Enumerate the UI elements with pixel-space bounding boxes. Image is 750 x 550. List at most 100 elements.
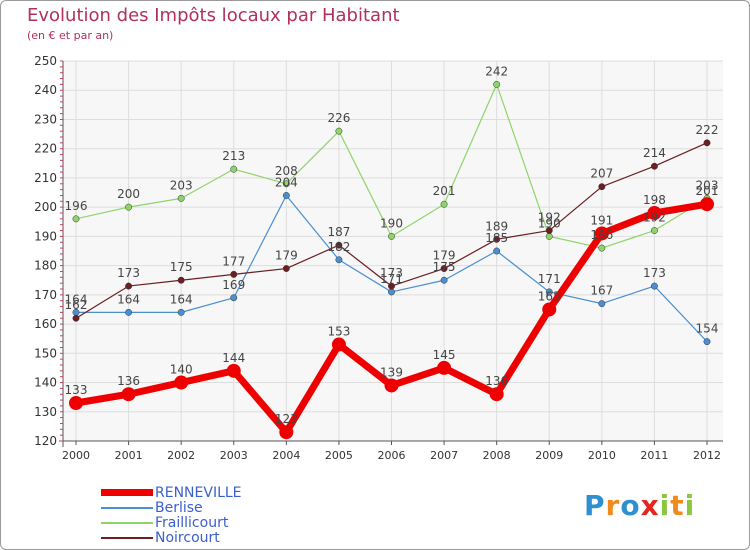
- data-label-fraillicourt: 190: [380, 216, 403, 230]
- data-point-fraillicourt: [335, 127, 343, 135]
- data-point-renneville: [384, 378, 399, 393]
- data-point-fraillicourt: [493, 80, 501, 88]
- legend-item-fraillicourt: Fraillicourt: [101, 515, 242, 530]
- data-label-fraillicourt: 192: [643, 211, 666, 225]
- data-label-noircourt: 173: [380, 266, 403, 280]
- data-label-berlise: 185: [485, 231, 508, 245]
- data-label-fraillicourt: 203: [170, 178, 193, 192]
- data-point-noircourt: [493, 235, 501, 243]
- data-point-noircourt: [125, 282, 133, 290]
- legend-swatch: [101, 521, 153, 524]
- y-tick-label: 240: [34, 83, 57, 97]
- data-label-renneville: 133: [65, 383, 88, 397]
- data-label-renneville: 191: [590, 213, 613, 227]
- data-label-renneville: 136: [485, 374, 508, 388]
- data-label-renneville: 140: [170, 363, 193, 377]
- brand-letter: x: [640, 489, 660, 522]
- data-point-renneville: [121, 387, 136, 402]
- y-tick-label: 210: [34, 171, 57, 185]
- legend-label: Noircourt: [155, 529, 220, 546]
- y-tick-label: 150: [34, 346, 57, 360]
- data-point-berlise: [335, 256, 343, 264]
- data-label-renneville: 198: [643, 193, 666, 207]
- data-point-renneville: [594, 226, 609, 241]
- data-label-fraillicourt: 213: [222, 149, 245, 163]
- legend-item-noircourt: Noircourt: [101, 530, 242, 545]
- y-tick-label: 160: [34, 317, 57, 331]
- data-label-noircourt: 179: [433, 249, 456, 263]
- data-label-noircourt: 214: [643, 146, 666, 160]
- y-tick-label: 190: [34, 229, 57, 243]
- data-point-noircourt: [650, 162, 658, 170]
- y-tick-label: 180: [34, 259, 57, 273]
- data-point-berlise: [388, 288, 395, 296]
- legend-label: RENNEVILLE: [155, 484, 242, 501]
- data-label-noircourt: 175: [170, 260, 193, 274]
- legend-item-berlise: Berlise: [101, 500, 242, 515]
- data-label-fraillicourt: 226: [327, 111, 350, 125]
- y-tick-label: 140: [34, 376, 57, 390]
- data-point-renneville: [331, 337, 346, 352]
- legend: RENNEVILLE Berlise Fraillicourt Noircourt: [101, 485, 242, 545]
- data-label-berlise: 182: [327, 240, 350, 254]
- x-tick-label: 2010: [588, 449, 616, 462]
- x-tick-label: 2007: [430, 449, 458, 462]
- data-point-renneville: [226, 363, 241, 378]
- data-label-berlise: 164: [65, 292, 88, 306]
- x-tick-label: 2008: [483, 449, 511, 462]
- y-tick-label: 200: [34, 200, 57, 214]
- data-label-berlise: 175: [433, 260, 456, 274]
- data-point-berlise: [125, 308, 133, 316]
- x-tick-label: 2011: [640, 449, 668, 462]
- y-tick-label: 130: [34, 405, 57, 419]
- data-point-fraillicourt: [125, 203, 133, 211]
- data-point-renneville: [700, 197, 714, 212]
- data-point-fraillicourt: [72, 215, 80, 223]
- legend-label: Fraillicourt: [155, 514, 229, 531]
- legend-swatch: [101, 506, 153, 509]
- data-point-renneville: [489, 387, 504, 402]
- data-label-fraillicourt: 200: [117, 187, 140, 201]
- data-label-fraillicourt: 203: [696, 178, 719, 192]
- data-label-noircourt: 192: [538, 211, 561, 225]
- data-point-berlise: [177, 308, 185, 316]
- x-tick-label: 2002: [167, 449, 195, 462]
- x-tick-label: 2005: [325, 449, 353, 462]
- data-point-berlise: [493, 247, 501, 255]
- brand-logo: Proxiti: [584, 489, 695, 522]
- data-point-renneville: [542, 302, 557, 317]
- data-point-berlise: [230, 294, 238, 302]
- data-label-noircourt: 177: [222, 254, 245, 268]
- data-label-noircourt: 189: [485, 219, 508, 233]
- data-point-renneville: [647, 206, 662, 220]
- data-label-renneville: 144: [222, 351, 245, 365]
- data-point-fraillicourt: [440, 200, 448, 208]
- data-label-berlise: 169: [222, 278, 245, 292]
- data-point-noircourt: [598, 183, 606, 191]
- data-point-berlise: [703, 338, 711, 346]
- data-label-noircourt: 179: [275, 249, 298, 263]
- x-tick-label: 2012: [693, 449, 721, 462]
- data-point-noircourt: [440, 265, 448, 272]
- data-label-fraillicourt: 196: [65, 199, 88, 213]
- data-point-noircourt: [72, 314, 80, 322]
- data-point-berlise: [545, 288, 553, 296]
- x-tick-label: 2009: [535, 449, 563, 462]
- data-label-berlise: 164: [170, 292, 193, 306]
- data-label-fraillicourt: 186: [590, 228, 613, 242]
- data-point-renneville: [279, 425, 294, 440]
- data-label-berlise: 164: [117, 292, 140, 306]
- data-label-fraillicourt: 242: [485, 64, 508, 78]
- legend-swatch: [101, 536, 153, 539]
- y-tick-label: 170: [34, 288, 57, 302]
- data-label-fraillicourt: 190: [538, 216, 561, 230]
- data-point-fraillicourt: [282, 180, 290, 188]
- brand-letter: t: [670, 489, 685, 522]
- brand-letter: i: [659, 489, 671, 522]
- data-point-noircourt: [703, 139, 711, 147]
- data-label-renneville: 165: [538, 289, 561, 303]
- data-point-fraillicourt: [650, 227, 658, 234]
- data-point-renneville: [437, 360, 452, 375]
